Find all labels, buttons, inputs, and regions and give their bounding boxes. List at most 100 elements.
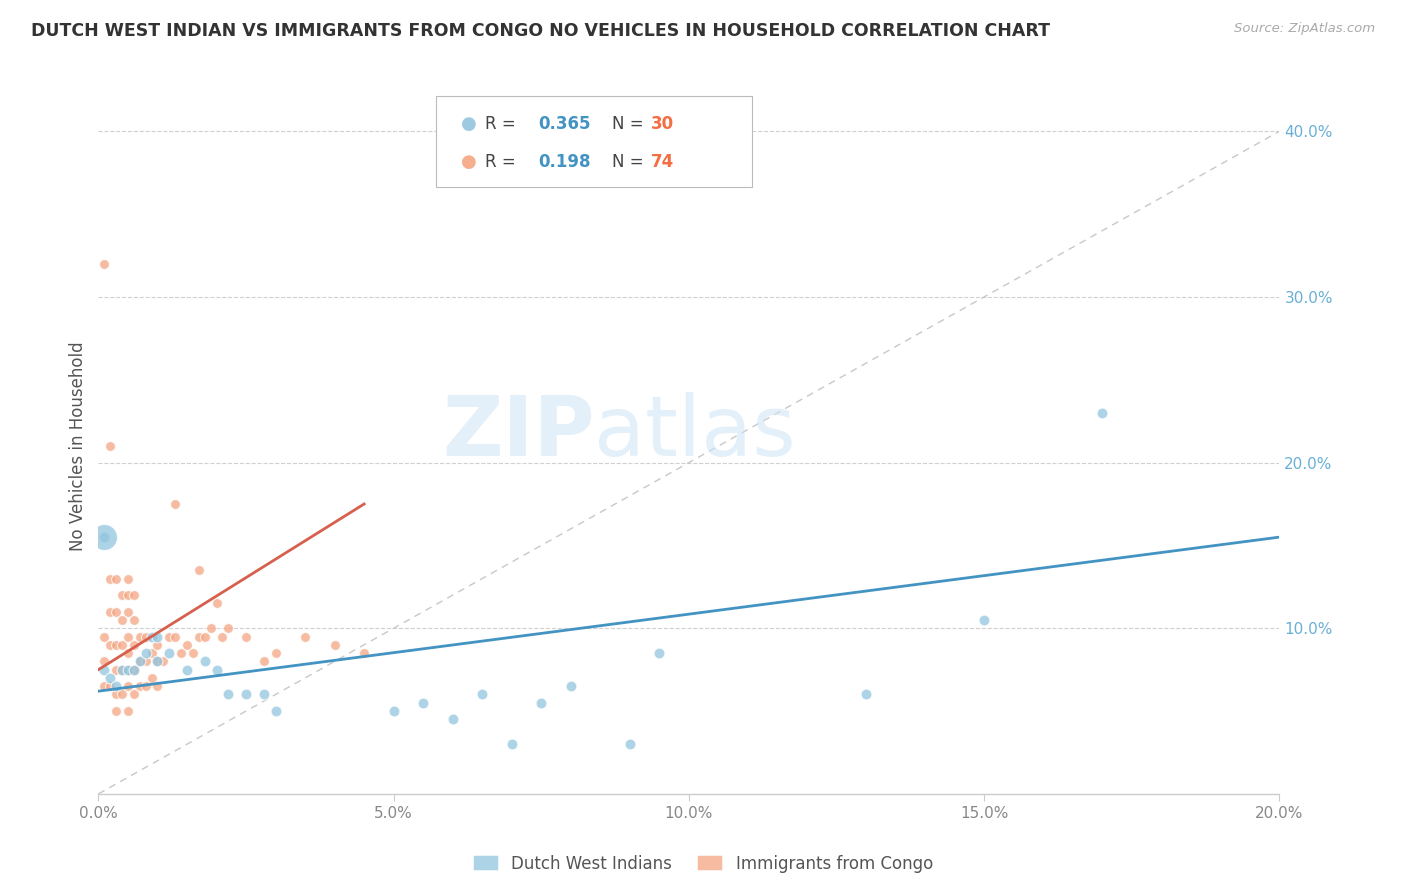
Point <box>93 530 115 544</box>
Point <box>187 630 209 644</box>
Text: Source: ZipAtlas.com: Source: ZipAtlas.com <box>1234 22 1375 36</box>
Text: 0.365: 0.365 <box>538 115 591 133</box>
Point <box>117 704 139 718</box>
Point <box>111 688 134 702</box>
Point <box>122 638 145 652</box>
Point <box>105 663 128 677</box>
Text: N =: N = <box>612 115 648 133</box>
Point <box>117 630 139 644</box>
Point <box>117 646 139 660</box>
Point <box>98 638 121 652</box>
Point <box>98 439 121 453</box>
Point <box>98 679 121 693</box>
Point <box>111 663 134 677</box>
Text: ●: ● <box>461 115 477 133</box>
Point <box>165 497 187 511</box>
Point <box>323 638 346 652</box>
Text: R =: R = <box>485 115 522 133</box>
Point <box>648 646 671 660</box>
Point <box>146 638 169 652</box>
Point <box>187 563 209 577</box>
Point <box>111 588 134 602</box>
Point <box>105 688 128 702</box>
Point <box>122 613 145 627</box>
Point <box>1091 406 1114 420</box>
Point <box>855 688 877 702</box>
Point <box>176 638 198 652</box>
Point <box>235 630 257 644</box>
Point <box>135 646 157 660</box>
Text: 74: 74 <box>651 153 675 171</box>
Legend: Dutch West Indians, Immigrants from Congo: Dutch West Indians, Immigrants from Cong… <box>467 848 939 880</box>
Point <box>530 696 553 710</box>
Text: R =: R = <box>485 153 522 171</box>
Point <box>973 613 995 627</box>
Point <box>157 630 180 644</box>
Point <box>93 630 115 644</box>
Point <box>111 613 134 627</box>
Point <box>412 696 434 710</box>
Point <box>619 737 641 751</box>
Text: DUTCH WEST INDIAN VS IMMIGRANTS FROM CONGO NO VEHICLES IN HOUSEHOLD CORRELATION : DUTCH WEST INDIAN VS IMMIGRANTS FROM CON… <box>31 22 1050 40</box>
Point <box>194 654 217 668</box>
Point <box>170 646 193 660</box>
Point <box>501 737 523 751</box>
Point <box>105 572 128 586</box>
Point <box>93 679 115 693</box>
Point <box>93 663 115 677</box>
Point <box>105 679 128 693</box>
Point <box>128 654 150 668</box>
Point <box>146 654 169 668</box>
Point <box>141 630 163 644</box>
Point <box>93 654 115 668</box>
Point <box>141 646 163 660</box>
Point <box>200 621 222 635</box>
Point <box>128 679 150 693</box>
Point <box>441 712 464 726</box>
Point <box>235 688 257 702</box>
Point <box>146 679 169 693</box>
Point <box>117 663 139 677</box>
Point <box>117 588 139 602</box>
Point <box>194 630 217 644</box>
Point <box>122 588 145 602</box>
Text: N =: N = <box>612 153 648 171</box>
Point <box>141 671 163 685</box>
Point <box>253 654 276 668</box>
Point <box>117 572 139 586</box>
Point <box>98 572 121 586</box>
Point <box>264 646 287 660</box>
Text: 0.198: 0.198 <box>538 153 591 171</box>
Point <box>122 663 145 677</box>
Text: ●: ● <box>461 153 477 171</box>
Point <box>93 530 115 544</box>
Point <box>135 679 157 693</box>
Point <box>294 630 316 644</box>
Point <box>152 654 174 668</box>
Point <box>560 679 582 693</box>
Point <box>122 688 145 702</box>
Point <box>211 630 233 644</box>
Point <box>105 704 128 718</box>
Point <box>128 630 150 644</box>
Point <box>105 638 128 652</box>
Point <box>471 688 494 702</box>
Point <box>217 621 239 635</box>
Y-axis label: No Vehicles in Household: No Vehicles in Household <box>69 341 87 551</box>
Point <box>157 646 180 660</box>
Point <box>117 605 139 619</box>
Point <box>146 630 169 644</box>
Point <box>217 688 239 702</box>
Point <box>205 663 228 677</box>
Point <box>93 257 115 271</box>
Point <box>117 663 139 677</box>
Point <box>382 704 405 718</box>
Text: atlas: atlas <box>595 392 796 473</box>
Point <box>181 646 204 660</box>
Point <box>128 654 150 668</box>
Point <box>111 663 134 677</box>
Point <box>98 671 121 685</box>
Point <box>165 630 187 644</box>
Point <box>135 630 157 644</box>
Text: ZIP: ZIP <box>441 392 595 473</box>
